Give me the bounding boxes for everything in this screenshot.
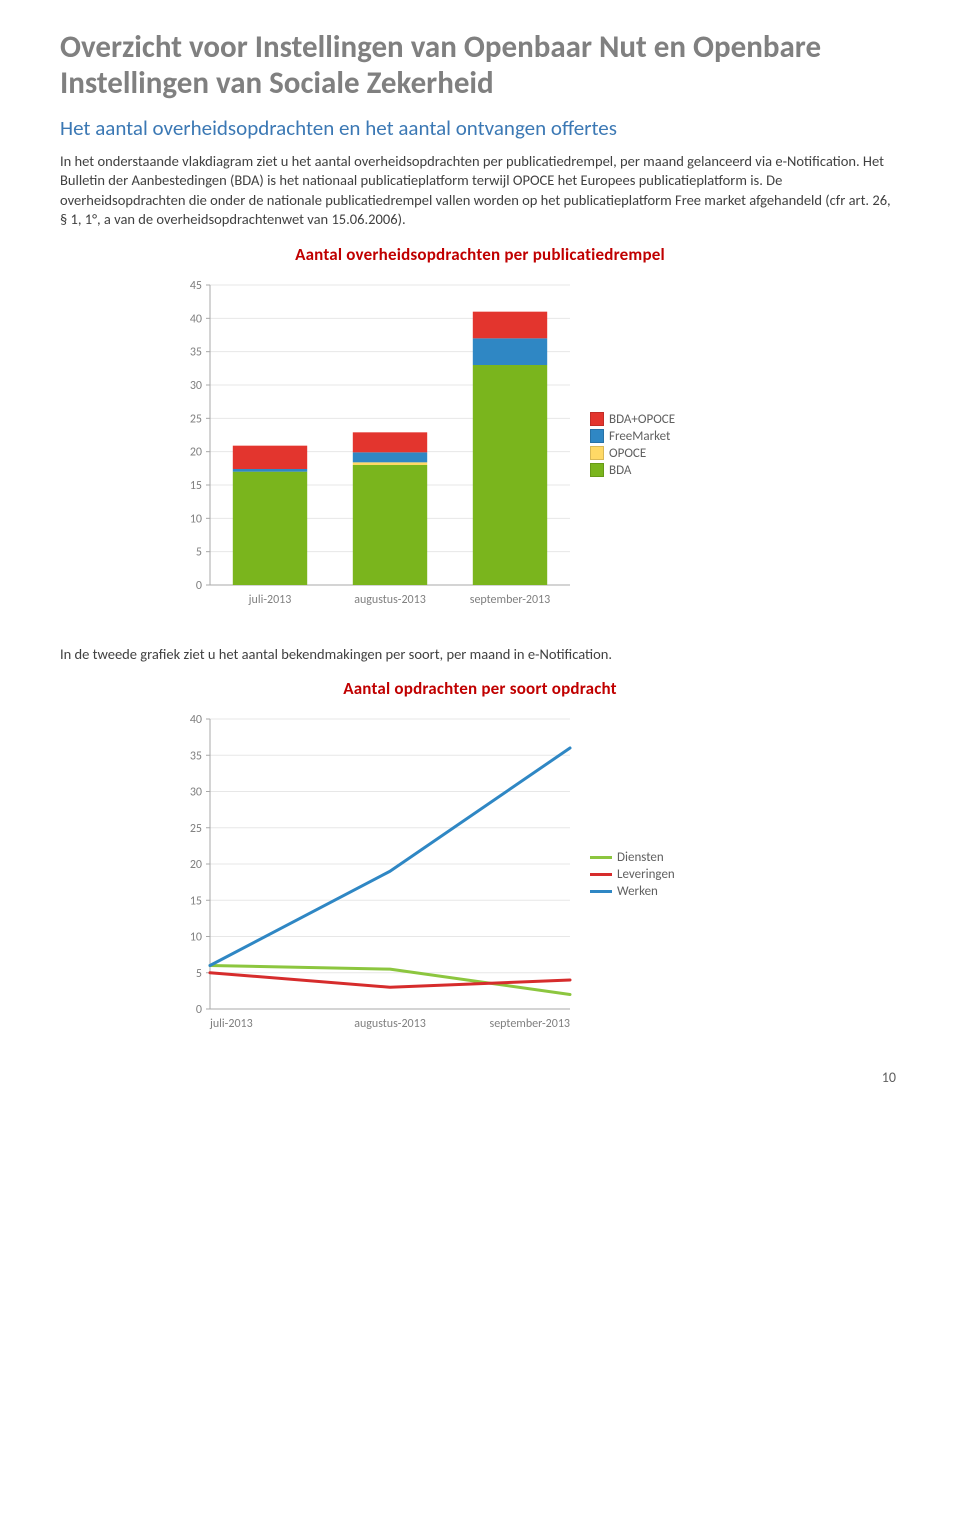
- svg-text:35: 35: [190, 750, 202, 764]
- legend-item: BDA+OPOCE: [590, 412, 675, 427]
- svg-text:juli-2013: juli-2013: [209, 1017, 253, 1031]
- legend-item: Diensten: [590, 850, 675, 865]
- legend-label: BDA+OPOCE: [609, 412, 675, 427]
- paragraph-2: In de tweede grafiek ziet u het aantal b…: [60, 645, 900, 665]
- chart1-title: Aantal overheidsopdrachten per publicati…: [160, 244, 800, 265]
- svg-text:30: 30: [190, 379, 202, 393]
- svg-text:15: 15: [190, 479, 202, 493]
- svg-text:30: 30: [190, 786, 202, 800]
- paragraph-1: In het onderstaande vlakdiagram ziet u h…: [60, 152, 900, 230]
- legend-item: BDA: [590, 463, 675, 478]
- legend-item: FreeMarket: [590, 429, 675, 444]
- svg-text:5: 5: [196, 967, 202, 981]
- svg-text:0: 0: [196, 1003, 202, 1017]
- legend-swatch: [590, 412, 604, 426]
- page-title: Overzicht voor Instellingen van Openbaar…: [60, 30, 900, 101]
- svg-text:45: 45: [190, 279, 202, 293]
- svg-text:15: 15: [190, 895, 202, 909]
- svg-text:10: 10: [190, 512, 202, 526]
- legend-label: FreeMarket: [609, 429, 670, 444]
- svg-text:5: 5: [196, 545, 202, 559]
- legend-swatch: [590, 873, 612, 876]
- legend-item: Leveringen: [590, 867, 675, 882]
- svg-text:augustus-2013: augustus-2013: [354, 1017, 426, 1031]
- chart1-plot: 0 5 10 15 20 25 30 35 40 45 juli-2013 augustus-2013…: [160, 275, 580, 615]
- svg-text:35: 35: [190, 345, 202, 359]
- legend-swatch: [590, 463, 604, 477]
- legend-swatch: [590, 890, 612, 893]
- svg-text:40: 40: [190, 312, 202, 326]
- legend-swatch: [590, 446, 604, 460]
- chart-publicatiedrempel: Aantal overheidsopdrachten per publicati…: [160, 244, 800, 615]
- legend-label: Leveringen: [617, 867, 675, 882]
- svg-text:10: 10: [190, 931, 202, 945]
- legend-swatch: [590, 856, 612, 859]
- svg-text:25: 25: [190, 412, 202, 426]
- chart2-plot: 0 5 10 15 20 25 30 35 40 juli-2013 augustus-2013 se…: [160, 709, 580, 1039]
- chart2-title: Aantal opdrachten per soort opdracht: [160, 678, 800, 699]
- page-number: 10: [60, 1069, 900, 1086]
- legend-label: Diensten: [617, 850, 664, 865]
- svg-text:20: 20: [190, 858, 202, 872]
- legend-label: OPOCE: [609, 446, 646, 461]
- svg-text:20: 20: [190, 445, 202, 459]
- legend-label: BDA: [609, 463, 631, 478]
- svg-text:augustus-2013: augustus-2013: [354, 593, 426, 607]
- svg-text:0: 0: [196, 579, 202, 593]
- page-subtitle: Het aantal overheidsopdrachten en het aa…: [60, 115, 900, 141]
- svg-text:juli-2013: juli-2013: [248, 593, 292, 607]
- legend-label: Werken: [617, 884, 658, 899]
- chart1-legend: BDA+OPOCE FreeMarket OPOCE BDA: [580, 275, 675, 615]
- chart-soort-opdracht: Aantal opdrachten per soort opdracht 0 5 1…: [160, 678, 800, 1039]
- svg-text:september-2013: september-2013: [470, 593, 550, 607]
- svg-text:40: 40: [190, 713, 202, 727]
- legend-item: OPOCE: [590, 446, 675, 461]
- svg-text:september-2013: september-2013: [490, 1017, 570, 1031]
- svg-text:25: 25: [190, 822, 202, 836]
- chart2-legend: Diensten Leveringen Werken: [580, 709, 675, 1039]
- legend-item: Werken: [590, 884, 675, 899]
- legend-swatch: [590, 429, 604, 443]
